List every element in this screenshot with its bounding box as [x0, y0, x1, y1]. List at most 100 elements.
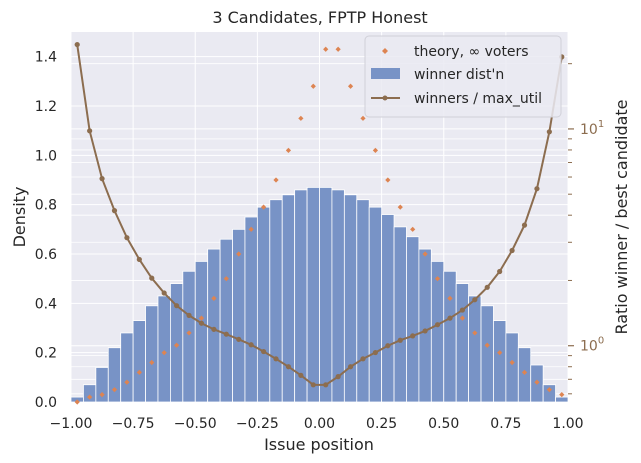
histogram-bar	[256, 206, 271, 403]
ratio-point	[459, 307, 465, 313]
theory-point	[310, 83, 316, 89]
legend-box	[364, 35, 562, 118]
y-tick-label: 0.0	[35, 395, 57, 411]
legend-hist-patch	[371, 68, 400, 79]
theory-point	[447, 295, 453, 301]
histogram-bars	[70, 186, 569, 403]
histogram-bar	[393, 226, 407, 403]
theory-point	[410, 226, 416, 232]
theory-point	[124, 379, 130, 385]
ratio-point	[174, 303, 180, 309]
ratio-point	[136, 256, 142, 263]
theory-point	[347, 83, 354, 89]
ratio-point	[434, 322, 441, 328]
histogram-bar	[505, 332, 519, 403]
ratio-line-series	[74, 41, 565, 388]
ratio-point	[546, 129, 552, 135]
ratio-point	[385, 343, 391, 349]
ratio-point	[484, 284, 490, 290]
theory-point	[472, 330, 478, 336]
histogram-bar	[294, 189, 308, 403]
ratio-point	[285, 364, 292, 370]
theory-point	[484, 342, 490, 348]
theory-point	[111, 387, 118, 393]
y-tick-label: 0.4	[35, 296, 57, 312]
ratio-point	[248, 342, 254, 348]
x-tick-label: 0.25	[366, 416, 397, 432]
ratio-point	[260, 348, 267, 355]
ratio-point	[509, 247, 515, 254]
ratio-point	[372, 349, 379, 356]
y-axis-ticks: 0.0 0.2 0.4 0.6 0.8 1.0 1.2 1.4	[35, 50, 57, 411]
theory-point	[360, 115, 366, 121]
theory-point	[236, 251, 242, 257]
x-tick-label: 0.50	[428, 416, 459, 432]
histogram-bar	[269, 199, 283, 403]
theory-point	[323, 46, 329, 52]
ratio-point	[99, 176, 105, 182]
ratio-point	[74, 41, 80, 48]
x-tick-label: −0.75	[112, 416, 155, 432]
theory-point	[497, 350, 503, 356]
y-tick-label: 0.6	[35, 247, 57, 263]
ratio-point	[323, 382, 329, 388]
histogram-bar	[555, 396, 569, 403]
theory-point	[385, 177, 391, 183]
chart-title: 3 Candidates, FPTP Honest	[212, 8, 427, 27]
histogram-bar	[443, 270, 457, 403]
histogram-bar	[430, 260, 445, 403]
theory-point	[521, 369, 528, 375]
ratio-point	[497, 268, 503, 275]
theory-point	[223, 276, 229, 282]
histogram-bar	[406, 236, 420, 403]
x-axis-label: Issue position	[264, 435, 374, 454]
legend-line-marker	[382, 95, 388, 101]
histogram-bar	[157, 295, 171, 403]
ratio-point	[211, 326, 217, 332]
ratio-line	[76, 44, 563, 386]
histogram-bar	[331, 189, 345, 403]
theory-point	[434, 276, 441, 282]
histogram-bar	[145, 305, 159, 403]
ratio-point	[310, 382, 316, 388]
histogram-bar	[306, 186, 320, 403]
histogram-bar	[356, 199, 370, 403]
theory-point	[546, 387, 552, 393]
theory-point	[534, 379, 540, 385]
theory-point	[273, 177, 279, 183]
legend-hist-label: winner dist'n	[414, 67, 504, 83]
histogram-bar	[207, 248, 221, 403]
y2-tick-label: 100	[580, 336, 604, 355]
y-tick-label: 1.4	[35, 50, 57, 66]
theory-point	[149, 359, 155, 366]
ratio-point	[149, 275, 155, 281]
theory-point	[335, 46, 341, 52]
y-tick-label: 1.0	[35, 148, 57, 164]
histogram-bar	[418, 248, 432, 403]
theory-point	[87, 394, 93, 400]
x-tick-label: 0.00	[304, 416, 335, 432]
ratio-point	[410, 333, 416, 339]
right-axis-ticks: 100 101	[568, 63, 604, 395]
histogram-bar	[455, 283, 469, 403]
ratio-point	[124, 235, 130, 241]
theory-point	[99, 392, 105, 398]
ratio-point	[335, 374, 341, 380]
histogram-bar	[182, 270, 196, 403]
theory-point	[136, 369, 142, 375]
histogram-bar	[542, 384, 556, 403]
x-tick-label: −0.50	[174, 416, 217, 432]
theory-point	[372, 147, 379, 153]
histogram-bar	[219, 238, 233, 403]
ratio-point	[111, 208, 118, 214]
histogram-bar	[244, 216, 258, 403]
theory-point	[161, 350, 167, 356]
ratio-point	[161, 290, 167, 296]
y2-tick-label: 101	[580, 119, 604, 138]
theory-point	[174, 342, 180, 348]
x-axis-ticks: −1.00 −0.75 −0.50 −0.25 0.00 0.25 0.50 0.75 1.00	[50, 416, 584, 432]
histogram-bar	[480, 305, 494, 403]
legend-theory-marker	[382, 48, 388, 54]
theory-point	[248, 226, 254, 232]
